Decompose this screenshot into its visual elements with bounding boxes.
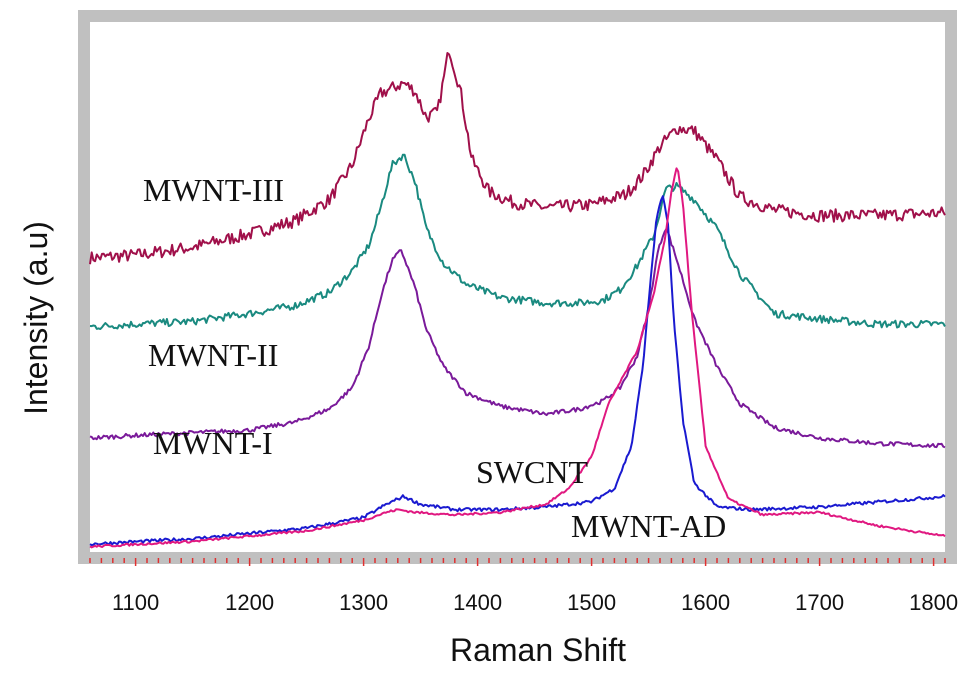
x-tick-label: 1300	[339, 590, 388, 615]
y-axis-title: Intensity (a.u)	[18, 221, 54, 415]
x-axis-title: Raman Shift	[450, 632, 626, 668]
series-layer	[89, 52, 946, 549]
label-mwnt-i: MWNT-I	[153, 425, 273, 461]
minor-ticks	[89, 558, 946, 566]
x-tick-label: 1500	[567, 590, 616, 615]
label-mwnt-ii: MWNT-II	[148, 337, 278, 373]
label-mwnt-ad: MWNT-AD	[571, 508, 726, 544]
x-tick-label: 1700	[795, 590, 844, 615]
x-tick-label: 1200	[225, 590, 274, 615]
x-tick-label: 1400	[453, 590, 502, 615]
series-line-mwnt-i	[89, 228, 946, 449]
series-line-mwnt-iii	[89, 52, 946, 265]
x-tick-label: 1100	[112, 590, 159, 615]
x-tick-label: 1800	[909, 590, 958, 615]
label-mwnt-iii: MWNT-III	[143, 172, 284, 208]
label-swcnt: SWCNT	[476, 454, 588, 490]
x-tick-label: 1600	[681, 590, 730, 615]
x-tick-labels: 1100 1200 1300 1400 1500 1600 1700 1800	[112, 590, 958, 615]
series-line-mwnt-ii	[89, 153, 946, 330]
plot-frame	[78, 10, 957, 564]
series-line-swcnt	[89, 167, 946, 549]
